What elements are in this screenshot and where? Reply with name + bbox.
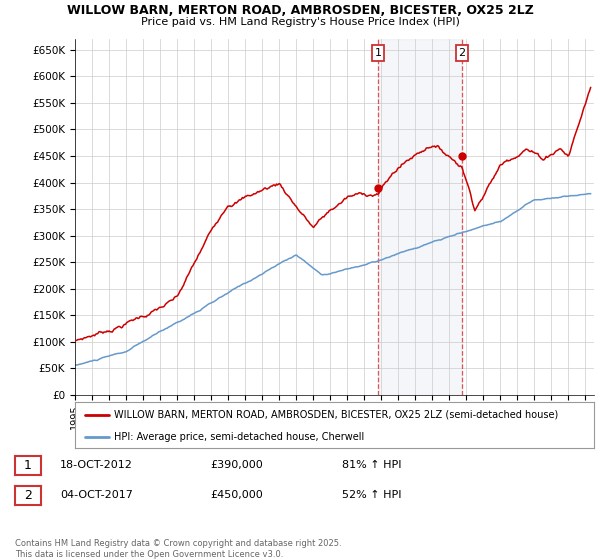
Text: £390,000: £390,000 <box>210 460 263 470</box>
Bar <box>378 39 462 395</box>
Text: 2: 2 <box>458 48 466 58</box>
Text: 18-OCT-2012: 18-OCT-2012 <box>60 460 133 470</box>
Text: Contains HM Land Registry data © Crown copyright and database right 2025.
This d: Contains HM Land Registry data © Crown c… <box>15 539 341 559</box>
Text: £450,000: £450,000 <box>210 490 263 500</box>
Text: WILLOW BARN, MERTON ROAD, AMBROSDEN, BICESTER, OX25 2LZ (semi-detached house): WILLOW BARN, MERTON ROAD, AMBROSDEN, BIC… <box>114 410 558 420</box>
Text: 1: 1 <box>24 459 32 472</box>
Text: 2: 2 <box>24 488 32 502</box>
Text: 04-OCT-2017: 04-OCT-2017 <box>60 490 133 500</box>
Text: 81% ↑ HPI: 81% ↑ HPI <box>342 460 401 470</box>
Text: Price paid vs. HM Land Registry's House Price Index (HPI): Price paid vs. HM Land Registry's House … <box>140 17 460 27</box>
Text: 52% ↑ HPI: 52% ↑ HPI <box>342 490 401 500</box>
Text: WILLOW BARN, MERTON ROAD, AMBROSDEN, BICESTER, OX25 2LZ: WILLOW BARN, MERTON ROAD, AMBROSDEN, BIC… <box>67 4 533 17</box>
Text: HPI: Average price, semi-detached house, Cherwell: HPI: Average price, semi-detached house,… <box>114 432 364 441</box>
Text: 1: 1 <box>374 48 382 58</box>
